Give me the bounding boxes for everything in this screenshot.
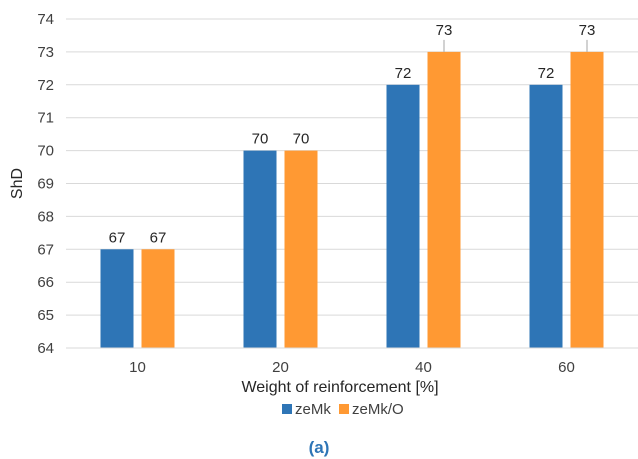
legend: zeMk zeMk/O <box>282 401 404 418</box>
bars <box>100 51 604 349</box>
x-axis-title: Weight of reinforcement [%] <box>241 379 438 396</box>
data-labels: 67 67 70 70 72 73 72 73 <box>109 22 596 246</box>
data-label: 73 <box>579 22 596 39</box>
y-tick-label: 71 <box>37 110 54 127</box>
bar <box>427 51 461 349</box>
legend-label: zeMk/O <box>352 401 404 418</box>
y-tick-label: 69 <box>37 176 54 193</box>
data-label: 72 <box>395 65 412 82</box>
data-label: 67 <box>150 229 167 246</box>
x-tick-label: 20 <box>272 359 289 376</box>
bar <box>141 249 175 348</box>
bar <box>284 150 318 348</box>
y-tick-label: 72 <box>37 77 54 94</box>
x-tick-label: 60 <box>558 359 575 376</box>
x-axis-ticks: 10 20 40 60 <box>129 359 575 376</box>
data-label: 73 <box>436 22 453 39</box>
y-tick-label: 70 <box>37 143 54 160</box>
bar <box>529 84 563 349</box>
y-axis-title: ShD <box>9 168 26 199</box>
legend-swatch <box>282 404 292 414</box>
y-tick-label: 68 <box>37 208 54 225</box>
y-axis-ticks: 64 65 66 67 68 69 70 71 72 73 74 <box>37 11 54 357</box>
y-tick-label: 64 <box>37 340 54 357</box>
data-label: 72 <box>538 65 555 82</box>
x-tick-label: 40 <box>415 359 432 376</box>
data-label: 70 <box>252 131 269 148</box>
legend-swatch <box>339 404 349 414</box>
bar <box>386 84 420 349</box>
data-label: 67 <box>109 229 126 246</box>
bar <box>570 51 604 349</box>
bar <box>100 249 134 348</box>
data-label: 70 <box>293 131 310 148</box>
y-tick-label: 67 <box>37 241 54 258</box>
legend-label: zeMk <box>295 401 331 418</box>
y-tick-label: 65 <box>37 307 54 324</box>
bar <box>243 150 277 348</box>
y-tick-label: 73 <box>37 44 54 61</box>
figure-caption: (a) <box>308 438 330 457</box>
x-tick-label: 10 <box>129 359 146 376</box>
y-tick-label: 66 <box>37 274 54 291</box>
y-tick-label: 74 <box>37 11 54 28</box>
